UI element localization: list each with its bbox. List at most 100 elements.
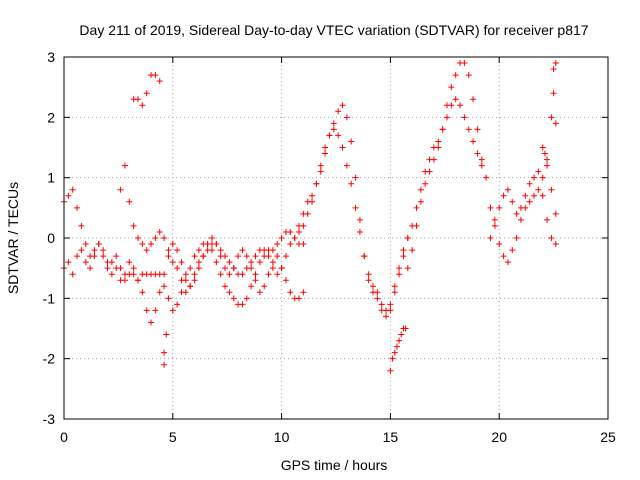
data-point	[552, 210, 559, 217]
data-point	[182, 289, 189, 296]
x-tick-label: 5	[169, 429, 177, 445]
data-point	[278, 235, 285, 241]
x-tick-label: 25	[600, 429, 616, 445]
data-point	[152, 235, 159, 241]
data-point	[252, 271, 259, 278]
data-point	[474, 150, 481, 157]
data-point	[217, 247, 224, 254]
data-point	[239, 271, 246, 278]
data-point	[356, 228, 363, 235]
data-point	[335, 132, 342, 139]
data-point	[500, 192, 507, 199]
data-point	[365, 277, 372, 284]
data-point	[544, 156, 551, 163]
data-point	[82, 241, 89, 248]
data-point	[539, 144, 546, 151]
data-point	[143, 307, 150, 314]
y-tick-label: -1	[43, 290, 56, 306]
data-point	[74, 253, 81, 260]
data-point	[195, 265, 202, 272]
data-point	[69, 186, 76, 193]
data-point	[69, 271, 76, 278]
data-point	[291, 235, 298, 241]
data-point	[483, 174, 490, 181]
data-point	[130, 265, 137, 272]
data-point	[169, 307, 176, 314]
series	[487, 168, 559, 248]
data-point	[252, 277, 259, 284]
data-point	[352, 174, 359, 181]
data-point	[539, 174, 546, 181]
data-point	[278, 265, 285, 272]
data-point	[134, 235, 141, 241]
data-point	[222, 283, 229, 290]
x-tick-label: 20	[491, 429, 507, 445]
data-point	[478, 156, 485, 163]
data-point	[426, 168, 433, 175]
data-point	[148, 241, 155, 248]
data-point	[165, 295, 172, 302]
data-point	[213, 259, 220, 266]
data-point	[182, 271, 189, 278]
data-point	[74, 204, 81, 211]
data-point	[478, 162, 485, 169]
data-point	[265, 271, 272, 278]
data-point	[213, 241, 220, 248]
data-point	[348, 180, 355, 187]
data-point	[387, 367, 394, 374]
data-point	[339, 102, 346, 109]
data-point	[326, 132, 333, 139]
data-point	[195, 247, 202, 254]
data-point	[282, 253, 289, 260]
data-point	[391, 349, 398, 356]
data-point	[330, 126, 337, 133]
data-point	[130, 271, 137, 278]
data-points	[61, 60, 559, 374]
data-point	[500, 253, 507, 260]
data-point	[396, 337, 403, 344]
data-point	[356, 216, 363, 223]
data-point	[504, 186, 511, 193]
data-point	[452, 72, 459, 79]
data-point	[435, 138, 442, 145]
data-point	[396, 271, 403, 278]
data-point	[100, 253, 107, 260]
data-point	[517, 216, 524, 223]
data-point	[513, 210, 520, 217]
data-point	[282, 277, 289, 284]
data-point	[300, 289, 307, 296]
data-point	[152, 72, 159, 79]
data-point	[343, 114, 350, 121]
data-point	[187, 265, 194, 272]
data-point	[448, 84, 455, 91]
data-point	[404, 235, 411, 241]
data-point	[222, 253, 229, 260]
data-point	[400, 247, 407, 254]
data-point	[439, 126, 446, 133]
data-point	[531, 192, 538, 199]
data-point	[195, 259, 202, 266]
data-point	[174, 247, 181, 254]
data-point	[548, 114, 555, 121]
data-point	[243, 295, 250, 302]
data-point	[552, 120, 559, 127]
data-point	[161, 235, 168, 241]
data-point	[389, 355, 396, 362]
data-point	[348, 138, 355, 145]
data-point	[265, 253, 272, 260]
data-point	[330, 120, 337, 127]
data-point	[550, 90, 557, 97]
data-point	[161, 349, 168, 356]
data-point	[383, 313, 390, 320]
data-point	[161, 361, 168, 368]
data-point	[413, 204, 420, 211]
data-point	[470, 96, 477, 103]
data-point	[256, 259, 263, 266]
data-point	[108, 271, 115, 278]
data-point	[393, 343, 400, 350]
data-point	[343, 162, 350, 169]
data-point	[430, 156, 437, 163]
data-point	[156, 271, 163, 278]
data-point	[539, 192, 546, 199]
data-point	[287, 228, 294, 235]
